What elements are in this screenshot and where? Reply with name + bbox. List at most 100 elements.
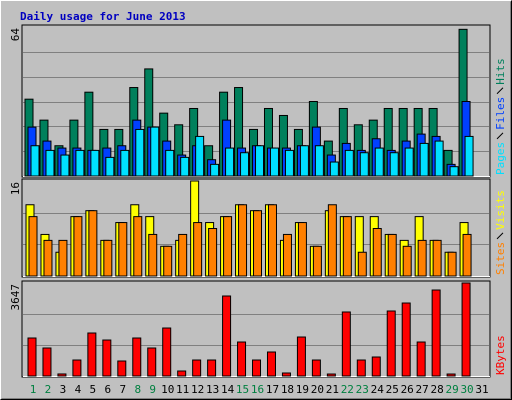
- bar: [464, 135, 474, 177]
- x-tick-label: 12: [191, 383, 204, 396]
- bar: [327, 204, 337, 277]
- bar: [163, 245, 173, 277]
- bar: [208, 228, 218, 277]
- x-tick-label: 28: [431, 383, 444, 396]
- bar: [237, 341, 247, 377]
- bar: [57, 373, 67, 377]
- bar: [135, 128, 145, 177]
- bar: [297, 222, 307, 277]
- bar: [240, 152, 250, 177]
- bar: [299, 145, 309, 177]
- bar: [372, 228, 382, 277]
- bar: [28, 216, 38, 277]
- x-tick-label: 25: [386, 383, 399, 396]
- bar: [449, 166, 459, 177]
- bar: [282, 233, 292, 277]
- x-tick-label: 31: [475, 383, 488, 396]
- bar: [75, 149, 85, 177]
- bar: [252, 359, 262, 377]
- bar: [341, 311, 351, 377]
- bar: [284, 149, 294, 177]
- legend-label: Pages: [494, 142, 507, 175]
- bar: [117, 360, 127, 377]
- x-tick-label: 8: [134, 383, 141, 396]
- bar: [266, 351, 276, 377]
- bar: [177, 370, 187, 377]
- x-tick-label: 21: [326, 383, 339, 396]
- x-tick-label: 4: [75, 383, 82, 396]
- legend-separator: [496, 132, 504, 140]
- x-tick-label: 19: [296, 383, 309, 396]
- x-tick-label: 3: [60, 383, 67, 396]
- bar: [402, 245, 412, 277]
- x-tick-label: 2: [45, 383, 52, 396]
- bar: [386, 310, 396, 377]
- bar: [344, 149, 354, 177]
- bar: [314, 145, 324, 177]
- bar: [118, 222, 128, 277]
- bar: [150, 126, 160, 177]
- bar: [357, 251, 367, 277]
- x-tick-label: 30: [460, 383, 473, 396]
- bar: [269, 147, 279, 177]
- x-tick-label: 14: [221, 383, 235, 396]
- legend-label: Visits: [494, 190, 507, 230]
- x-tick-label: 6: [105, 383, 112, 396]
- legend-separator: [496, 232, 504, 240]
- bar: [27, 337, 37, 377]
- y-tick-label: 64: [9, 28, 22, 42]
- bar: [447, 251, 457, 277]
- bar: [90, 149, 100, 177]
- x-tick-label: 5: [90, 383, 97, 396]
- bar: [43, 239, 53, 277]
- bar: [296, 336, 306, 377]
- bar: [133, 216, 143, 277]
- bar: [432, 239, 442, 277]
- y-tick-label: 3647: [9, 284, 22, 311]
- bar: [374, 147, 384, 177]
- bar: [267, 204, 277, 277]
- bar: [45, 149, 55, 177]
- bar: [207, 359, 217, 377]
- bar: [238, 204, 248, 277]
- bar: [281, 372, 291, 377]
- bar: [225, 147, 235, 177]
- x-tick-label: 17: [266, 383, 279, 396]
- x-tick-label: 26: [401, 383, 414, 396]
- legend-label: KBytes: [494, 335, 507, 375]
- x-tick-label: 23: [356, 383, 369, 396]
- x-tick-label: 18: [281, 383, 294, 396]
- legend-label: Files: [494, 97, 507, 130]
- legend-label: Sites: [494, 242, 507, 275]
- y-tick-label: 16: [9, 182, 22, 195]
- bar: [461, 282, 471, 377]
- x-tick-label: 1: [30, 383, 37, 396]
- x-tick-label: 27: [416, 383, 429, 396]
- bar: [223, 216, 233, 277]
- bar: [87, 332, 97, 377]
- bar: [195, 135, 205, 177]
- bar: [359, 152, 369, 177]
- bar: [446, 373, 456, 377]
- x-tick-label: 11: [176, 383, 189, 396]
- x-tick-label: 16: [251, 383, 264, 396]
- bar: [253, 210, 263, 277]
- bar: [342, 216, 352, 277]
- bar: [329, 161, 339, 177]
- bar: [103, 239, 113, 277]
- bar: [42, 347, 52, 377]
- bar: [311, 359, 321, 377]
- bar: [431, 289, 441, 377]
- bar: [210, 163, 220, 177]
- x-tick-label: 13: [206, 383, 219, 396]
- x-tick-label: 20: [311, 383, 324, 396]
- x-tick-label: 10: [161, 383, 174, 396]
- bar: [389, 152, 399, 177]
- x-tick-label: 15: [236, 383, 249, 396]
- legend-separator: [496, 87, 504, 95]
- bar: [132, 337, 142, 377]
- bar: [401, 302, 411, 377]
- bar: [148, 233, 158, 277]
